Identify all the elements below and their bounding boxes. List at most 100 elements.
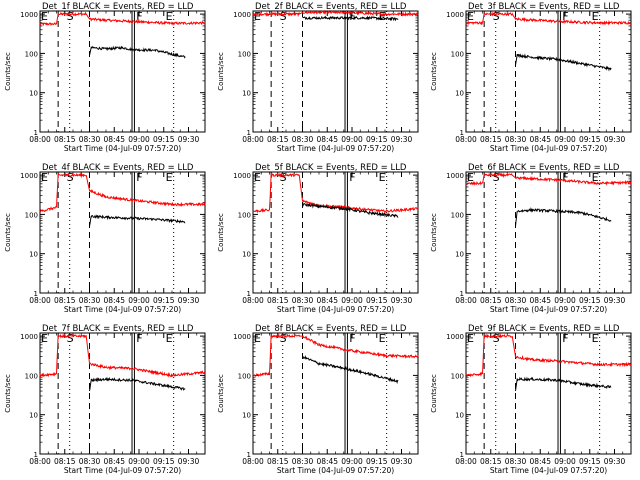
x-axis-label: Start Time (04-Jul-09 07:57:20) (490, 466, 607, 475)
event-letter: F (136, 171, 142, 184)
x-tick-label: 08:15 (54, 296, 76, 305)
y-axis-label: Counts/sec (217, 52, 225, 91)
x-tick-label: 09:30 (178, 296, 200, 305)
y-tick-label: 100 (238, 372, 251, 380)
panel-title: Det_6f BLACK = Events, RED = LLD (468, 163, 620, 173)
x-tick-label: 08:00 (455, 457, 477, 466)
event-letter: E (41, 171, 48, 184)
event-letter: S (493, 10, 500, 23)
x-tick-label: 09:15 (366, 135, 388, 144)
x-tick-label: 08:45 (316, 457, 338, 466)
event-letter: S (280, 332, 287, 345)
event-letter: E (379, 10, 386, 23)
plot-frame (465, 10, 632, 133)
y-tick-label: 1000 (20, 11, 38, 19)
event-letter: E (41, 332, 48, 345)
x-tick-label: 09:30 (604, 457, 626, 466)
event-letter: S (280, 10, 287, 23)
detector-panel: Det_9f BLACK = Events, RED = LLD 1 10 100 10… (430, 324, 632, 475)
y-tick-label: 10 (29, 90, 38, 98)
x-tick-label: 09:00 (341, 457, 363, 466)
x-tick-label: 09:15 (579, 296, 601, 305)
x-tick-label: 09:30 (604, 135, 626, 144)
x-tick-label: 09:00 (554, 296, 576, 305)
panel-title: Det_5f BLACK = Events, RED = LLD (255, 163, 407, 173)
x-tick-label: 09:30 (604, 296, 626, 305)
y-tick-label: 100 (25, 50, 38, 58)
series-line-lld (252, 9, 419, 18)
y-tick-label: 1000 (446, 11, 464, 19)
series-line-events (89, 376, 186, 392)
x-tick-label: 08:45 (103, 135, 125, 144)
plot-frame (252, 332, 419, 455)
x-tick-label: 08:15 (54, 457, 76, 466)
series-line-lld (465, 333, 632, 378)
plot-frame (252, 10, 419, 133)
y-tick-label: 100 (451, 211, 464, 219)
x-tick-label: 09:30 (391, 457, 413, 466)
series-line-lld (39, 11, 206, 27)
event-letter: S (280, 171, 287, 184)
x-tick-label: 08:45 (103, 457, 125, 466)
x-tick-label: 08:00 (29, 296, 51, 305)
x-tick-label: 08:15 (54, 135, 76, 144)
x-axis-label: Start Time (04-Jul-09 07:57:20) (64, 305, 181, 314)
panel-title: Det_9f BLACK = Events, RED = LLD (468, 324, 620, 334)
x-tick-label: 09:00 (128, 457, 150, 466)
x-tick-label: 08:00 (29, 135, 51, 144)
x-axis-label: Start Time (04-Jul-09 07:57:20) (277, 144, 394, 153)
y-tick-label: 1 (247, 290, 251, 298)
series-line-events (515, 376, 612, 392)
x-tick-label: 08:15 (480, 457, 502, 466)
x-tick-label: 09:15 (153, 457, 175, 466)
event-letter: S (67, 332, 74, 345)
y-tick-label: 1 (34, 451, 38, 459)
y-tick-label: 1 (34, 290, 38, 298)
series-line-lld (465, 11, 632, 26)
y-tick-label: 10 (242, 90, 251, 98)
y-axis-label: Counts/sec (430, 52, 438, 91)
event-letter: E (166, 10, 173, 23)
y-tick-label: 1 (460, 451, 464, 459)
y-tick-label: 1000 (20, 172, 38, 180)
y-tick-label: 1 (247, 129, 251, 137)
y-tick-label: 1 (460, 290, 464, 298)
detector-panel: Det_6f BLACK = Events, RED = LLD 1 10 100 10… (430, 163, 632, 314)
event-letter: E (379, 171, 386, 184)
event-letter: E (592, 10, 599, 23)
event-letter: S (67, 171, 74, 184)
series-line-lld (252, 333, 419, 378)
series-line-events (302, 355, 399, 385)
y-tick-label: 100 (238, 211, 251, 219)
x-axis-label: Start Time (04-Jul-09 07:57:20) (490, 305, 607, 314)
y-tick-label: 1000 (446, 172, 464, 180)
detector-panel: Det_8f BLACK = Events, RED = LLD 1 10 100 10… (217, 324, 419, 475)
y-tick-label: 10 (29, 251, 38, 259)
event-letter: E (166, 332, 173, 345)
x-tick-label: 08:45 (316, 135, 338, 144)
x-tick-label: 08:45 (529, 135, 551, 144)
series-line-lld (252, 172, 419, 214)
x-tick-label: 09:00 (341, 135, 363, 144)
x-tick-label: 09:15 (366, 457, 388, 466)
event-letter: F (562, 332, 568, 345)
event-letter: F (562, 10, 568, 23)
detector-panel: Det_5f BLACK = Events, RED = LLD 1 10 100 10… (217, 163, 419, 314)
series-line-lld (465, 172, 632, 186)
x-axis-label: Start Time (04-Jul-09 07:57:20) (277, 305, 394, 314)
x-axis-label: Start Time (04-Jul-09 07:57:20) (64, 466, 181, 475)
x-tick-label: 09:30 (391, 296, 413, 305)
y-tick-label: 1000 (446, 333, 464, 341)
y-tick-label: 100 (451, 50, 464, 58)
x-tick-label: 08:15 (480, 296, 502, 305)
series-line-events (302, 15, 399, 22)
y-axis-label: Counts/sec (217, 374, 225, 413)
x-tick-label: 08:00 (242, 135, 264, 144)
y-tick-label: 100 (25, 372, 38, 380)
x-tick-label: 08:45 (316, 296, 338, 305)
y-axis-label: Counts/sec (217, 213, 225, 252)
series-line-events (302, 202, 399, 219)
y-tick-label: 100 (25, 211, 38, 219)
y-tick-label: 10 (242, 251, 251, 259)
x-tick-label: 08:30 (79, 135, 101, 144)
